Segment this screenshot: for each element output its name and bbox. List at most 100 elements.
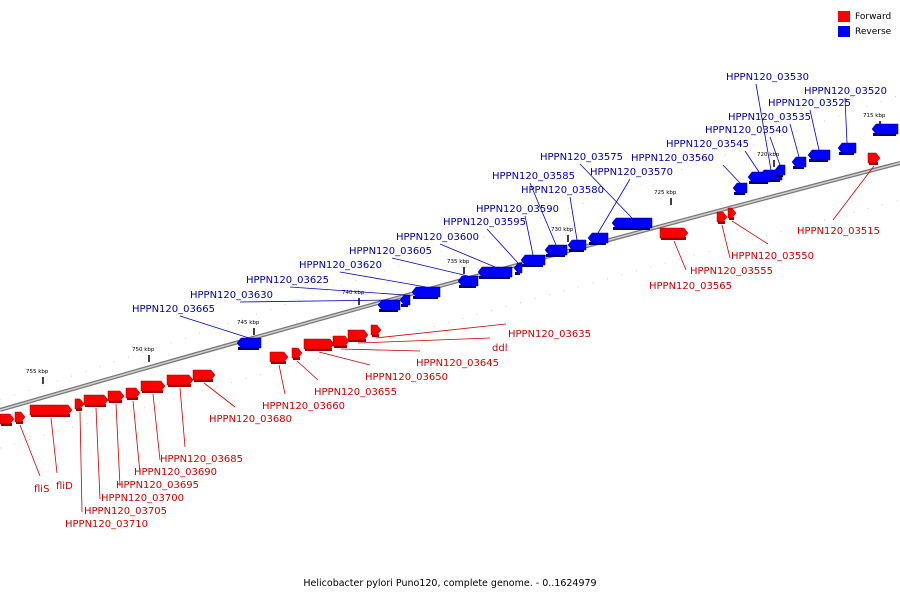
- reverse-gene-label: HPPN120_03575: [540, 152, 623, 163]
- forward-gene-leader: [375, 323, 507, 339]
- reverse-gene-arrow: [871, 123, 899, 136]
- forward-gene-arrow: [727, 207, 737, 220]
- reverse-gene-label: HPPN120_03540: [705, 125, 788, 136]
- reverse-gene-arrow: [791, 156, 807, 169]
- forward-gene-arrow: [192, 369, 216, 382]
- reverse-gene-label: HPPN120_03580: [521, 185, 604, 196]
- forward-gene-arrow: [74, 398, 83, 411]
- forward-gene-label: HPPN120_03690: [134, 467, 217, 478]
- legend-label-reverse: Reverse: [855, 26, 892, 37]
- reverse-gene-arrow: [747, 171, 771, 184]
- reverse-gene-label: HPPN120_03585: [492, 171, 575, 182]
- forward-gene-label: HPPN120_03655: [314, 387, 397, 398]
- legend-item-reverse: Reverse: [838, 24, 891, 39]
- forward-gene-label: HPPN120_03705: [84, 506, 167, 517]
- forward-gene-leader: [673, 240, 687, 271]
- reverse-gene-leader: [569, 196, 578, 241]
- forward-gene-arrow: [166, 374, 194, 387]
- forward-gene-leader: [357, 337, 491, 344]
- forward-gene-leader: [832, 165, 875, 221]
- forward-gene-label: HPPN120_03515: [797, 226, 880, 237]
- reverse-gene-arrow: [587, 232, 609, 245]
- reverse-gene-label: HPPN120_03600: [396, 232, 479, 243]
- reverse-gene-arrow: [399, 294, 411, 307]
- reverse-gene-leader: [744, 150, 760, 173]
- forward-gene-label: HPPN120_03550: [731, 251, 814, 262]
- forward-gene-label: HPPN120_03635: [508, 329, 591, 340]
- reverse-gene-label: HPPN120_03590: [476, 204, 559, 215]
- reverse-gene-arrow: [774, 164, 786, 177]
- forward-gene-arrow: [0, 413, 15, 426]
- reverse-gene-leader: [529, 182, 557, 246]
- reverse-gene-arrow: [457, 275, 479, 288]
- guide-line-top: [0, 94, 900, 401]
- reverse-gene-leader: [809, 109, 820, 151]
- forward-gene-leader: [721, 224, 731, 259]
- forward-gene-leader: [731, 220, 769, 245]
- reverse-gene-label: HPPN120_03520: [804, 86, 887, 97]
- scale-tick-label: 730 kbp: [551, 227, 574, 233]
- forward-gene-label: HPPN120_03700: [101, 493, 184, 504]
- scale-tick-label: 750 kbp: [132, 347, 155, 353]
- forward-gene-label: HPPN120_03650: [365, 372, 448, 383]
- reverse-gene-leader: [391, 257, 469, 277]
- reverse-gene-label: HPPN120_03545: [666, 139, 749, 150]
- forward-gene-leader: [115, 403, 121, 487]
- forward-gene-leader: [152, 393, 161, 461]
- reverse-gene-leader: [769, 136, 781, 166]
- forward-gene-arrow: [867, 152, 881, 165]
- reverse-gene-leader: [339, 271, 427, 288]
- forward-gene-label: HPPN120_03565: [649, 281, 732, 292]
- figure-caption: Helicobacter pylori Puno120, complete ge…: [303, 578, 597, 589]
- forward-gene-leader: [50, 417, 58, 474]
- forward-gene-leader: [340, 348, 421, 352]
- forward-gene-label: HPPN120_03660: [262, 401, 345, 412]
- scale-tick-label: 745 kbp: [237, 320, 260, 326]
- forward-gene-arrow: [140, 380, 166, 393]
- legend-swatch-forward: [838, 11, 850, 22]
- forward-gene-label: HPPN120_03680: [209, 414, 292, 425]
- reverse-gene-arrow: [513, 262, 523, 275]
- reverse-gene-leader: [179, 315, 250, 339]
- reverse-gene-leader: [579, 163, 633, 219]
- forward-gene-leader: [19, 424, 41, 477]
- reverse-gene-leader: [524, 215, 534, 256]
- forward-gene-leader: [278, 364, 286, 395]
- reverse-gene-label: HPPN120_03630: [190, 290, 273, 301]
- forward-gene-arrow: [659, 227, 689, 240]
- reverse-gene-label: HPPN120_03530: [726, 72, 809, 83]
- reverse-gene-leader: [844, 97, 848, 144]
- forward-gene-label: fliS: [34, 484, 49, 495]
- forward-gene-arrow: [107, 390, 125, 403]
- forward-gene-label: HPPN120_03555: [690, 266, 773, 277]
- legend-item-forward: Forward: [838, 9, 891, 24]
- forward-gene-arrow: [332, 335, 350, 348]
- reverse-gene-leader: [239, 299, 390, 303]
- forward-gene-leader: [179, 387, 186, 448]
- reverse-gene-arrow: [377, 299, 401, 312]
- reverse-gene-label: HPPN120_03620: [299, 260, 382, 271]
- scale-tick-label: 740 kbp: [342, 290, 365, 296]
- scale-tick-label: 725 kbp: [654, 190, 677, 196]
- genome-backbone-shadow: [0, 161, 900, 412]
- genome-backbone: [0, 162, 900, 411]
- reverse-gene-arrow: [477, 266, 513, 279]
- forward-gene-arrow: [125, 387, 141, 400]
- scale-tick-label: 715 kbp: [863, 113, 886, 119]
- forward-gene-label: fliD: [56, 481, 73, 492]
- reverse-gene-label: HPPN120_03560: [631, 153, 714, 164]
- reverse-gene-leader: [597, 178, 631, 234]
- forward-gene-leader: [296, 360, 319, 381]
- forward-gene-label: ddl: [492, 343, 507, 354]
- guide-line-bottom: [0, 199, 900, 449]
- reverse-gene-leader: [755, 83, 772, 171]
- forward-gene-label: HPPN120_03695: [116, 480, 199, 491]
- reverse-gene-leader: [486, 228, 519, 264]
- forward-gene-arrow: [14, 411, 26, 424]
- legend-label-forward: Forward: [855, 11, 892, 22]
- forward-gene-leader: [203, 382, 236, 408]
- forward-gene-leader: [95, 407, 101, 500]
- forward-gene-arrow: [291, 347, 303, 360]
- reverse-gene-leader: [789, 123, 800, 158]
